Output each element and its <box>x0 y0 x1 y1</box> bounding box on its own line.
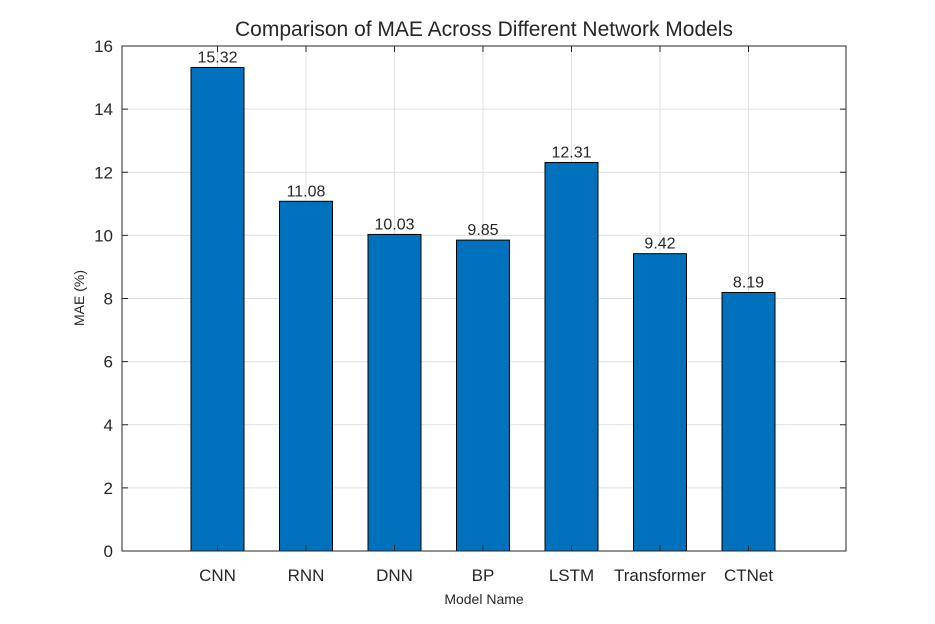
y-tick-label: 14 <box>94 100 113 119</box>
x-tick-label: Transformer <box>614 566 706 585</box>
y-tick-label: 12 <box>94 163 113 182</box>
bar-rnn <box>279 200 333 552</box>
bar-dnn <box>367 233 422 552</box>
x-tick-label: CNN <box>199 566 236 585</box>
chart-title: Comparison of MAE Across Different Netwo… <box>235 18 733 41</box>
y-tick-label: 16 <box>94 37 113 56</box>
y-tick-label: 10 <box>94 226 113 245</box>
data-label: 9.85 <box>467 222 498 239</box>
axis-ticks: 0 2 4 6 8 10 12 14 16 CNN RNN DNN BP LSTM Transformer C… <box>94 37 846 585</box>
y-tick-label: 8 <box>104 290 113 309</box>
x-tick-label: RNN <box>288 566 325 585</box>
bar-cnn <box>190 66 245 552</box>
y-tick-label: 0 <box>104 542 113 561</box>
data-label: 8.19 <box>733 275 764 292</box>
bar-bp <box>456 239 510 552</box>
data-label: 11.08 <box>287 183 326 200</box>
bar-transformer <box>633 253 687 552</box>
y-tick-label: 2 <box>104 479 113 498</box>
x-tick-label: LSTM <box>549 566 594 585</box>
y-axis-label: MAE (%) <box>71 270 87 326</box>
y-tick-label: 6 <box>104 353 113 372</box>
data-label: 10.03 <box>374 216 414 233</box>
y-tick-label: 4 <box>104 416 113 435</box>
x-tick-label: DNN <box>376 566 413 585</box>
bar-lstm <box>544 161 599 552</box>
bars <box>190 66 776 552</box>
x-axis-label: Model Name <box>444 591 524 607</box>
bar-ctnet <box>721 292 776 552</box>
data-label: 9.42 <box>644 236 675 253</box>
data-label: 12.31 <box>551 144 591 161</box>
data-label: 15.32 <box>197 49 237 66</box>
x-tick-label: BP <box>472 566 495 585</box>
x-tick-label: CTNet <box>724 566 773 585</box>
data-labels: 15.32 11.08 10.03 9.85 12.31 9.42 8.19 <box>197 49 764 291</box>
